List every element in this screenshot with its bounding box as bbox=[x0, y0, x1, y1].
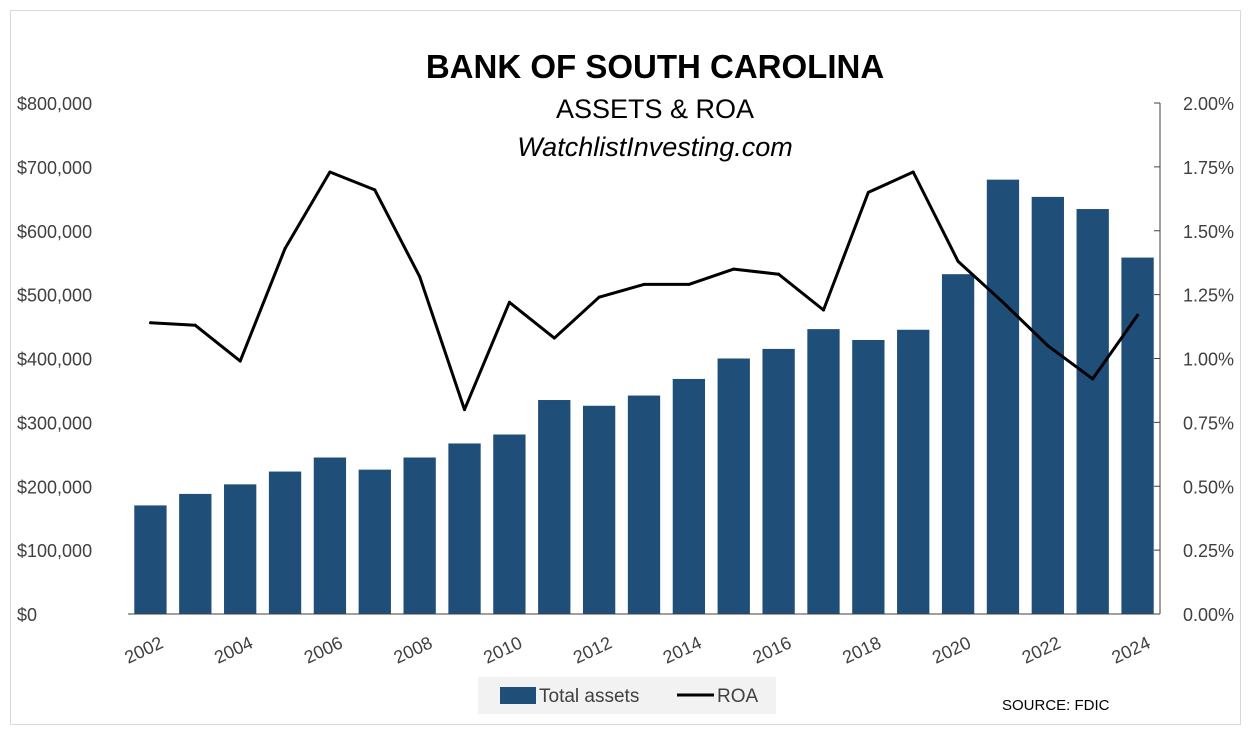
chart-frame bbox=[10, 10, 1241, 725]
roa-point-2005 bbox=[283, 247, 287, 251]
roa-point-2004 bbox=[238, 359, 242, 363]
roa-point-2006 bbox=[328, 170, 332, 174]
left-axis-tick-label: $200,000 bbox=[17, 477, 92, 497]
roa-point-2011 bbox=[552, 336, 556, 340]
bar-total-assets-2023 bbox=[1076, 209, 1109, 614]
bar-total-assets-2016 bbox=[762, 348, 795, 614]
right-axis-tick-label: 0.75% bbox=[1183, 413, 1234, 433]
roa-point-2022 bbox=[1046, 344, 1050, 348]
bar-total-assets-2009 bbox=[448, 443, 481, 614]
legend: Total assets ROA bbox=[478, 677, 776, 714]
roa-point-2003 bbox=[193, 323, 197, 327]
bar-total-assets-2012 bbox=[582, 405, 616, 614]
bar-total-assets-2014 bbox=[672, 378, 706, 614]
bar-series bbox=[134, 179, 1154, 615]
roa-point-2016 bbox=[777, 272, 781, 276]
right-axis-tick-label: 0.50% bbox=[1183, 477, 1234, 497]
x-axis: 2002 2004 2006 2008 2010 2012 2014 2016 2018 2020… bbox=[121, 613, 1160, 668]
bar-total-assets-2010 bbox=[493, 434, 526, 614]
legend-swatch-total-assets bbox=[500, 687, 536, 704]
left-axis-tick-label: $700,000 bbox=[17, 158, 92, 178]
bar-total-assets-2004 bbox=[224, 484, 257, 614]
x-axis-tick-label: 2020 bbox=[929, 633, 974, 668]
left-axis-tick-label: $500,000 bbox=[17, 286, 92, 306]
legend-label-total-assets: Total assets bbox=[539, 686, 639, 707]
roa-point-2013 bbox=[642, 282, 646, 286]
source-note: SOURCE: FDIC bbox=[1002, 697, 1110, 714]
x-axis-tick-label: 2012 bbox=[570, 633, 615, 668]
left-axis-tick-label: $300,000 bbox=[17, 413, 92, 433]
roa-point-2018 bbox=[866, 190, 870, 194]
roa-point-2008 bbox=[418, 275, 422, 279]
bar-total-assets-2003 bbox=[179, 493, 212, 614]
x-axis-tick-label: 2006 bbox=[301, 633, 346, 668]
bar-total-assets-2020 bbox=[941, 274, 975, 614]
left-axis-tick-label: $600,000 bbox=[17, 222, 92, 242]
chart-title: BANK OF SOUTH CAROLINA bbox=[426, 48, 884, 85]
bar-total-assets-2006 bbox=[313, 457, 347, 614]
bar-total-assets-2007 bbox=[358, 469, 391, 614]
roa-point-2014 bbox=[687, 282, 691, 286]
x-axis-tick-label: 2024 bbox=[1109, 633, 1154, 668]
bar-total-assets-2021 bbox=[986, 179, 1020, 614]
roa-point-2010 bbox=[507, 300, 511, 304]
line-series bbox=[148, 170, 1140, 412]
roa-point-2007 bbox=[373, 188, 377, 192]
left-axis-tick-label: $400,000 bbox=[17, 350, 92, 370]
x-axis-tick-label: 2022 bbox=[1019, 633, 1064, 668]
bar-total-assets-2022 bbox=[1031, 196, 1064, 615]
roa-point-2024 bbox=[1136, 313, 1140, 317]
bar-total-assets-2005 bbox=[268, 471, 302, 614]
right-axis-tick-label: 2.00% bbox=[1183, 94, 1234, 114]
bar-total-assets-2019 bbox=[897, 329, 930, 614]
x-axis-tick-label: 2010 bbox=[480, 633, 525, 668]
legend-label-roa: ROA bbox=[717, 686, 759, 707]
bar-total-assets-2017 bbox=[807, 329, 840, 614]
bar-total-assets-2018 bbox=[852, 339, 885, 614]
x-axis-tick-label: 2016 bbox=[750, 633, 795, 668]
bar-total-assets-2015 bbox=[717, 358, 750, 614]
roa-point-2019 bbox=[911, 170, 915, 174]
roa-point-2017 bbox=[821, 308, 825, 312]
x-axis-tick-label: 2002 bbox=[121, 633, 166, 668]
bar-total-assets-2002 bbox=[134, 505, 167, 614]
roa-point-2023 bbox=[1091, 377, 1095, 381]
right-axis: 0.00% 0.25% 0.50% 0.75% 1.00% 1.25% 1.50% 1.75%… bbox=[1154, 94, 1234, 625]
bar-total-assets-2008 bbox=[403, 457, 436, 614]
right-axis-tick-label: 0.00% bbox=[1183, 605, 1234, 625]
roa-point-2012 bbox=[597, 295, 601, 299]
chart-website: WatchlistInvesting.com bbox=[517, 132, 793, 162]
bar-total-assets-2013 bbox=[627, 395, 661, 614]
x-axis-tick-label: 2018 bbox=[839, 633, 884, 668]
roa-point-2002 bbox=[148, 321, 152, 325]
roa-point-2020 bbox=[956, 259, 960, 263]
roa-point-2009 bbox=[463, 408, 467, 412]
x-axis-tick-label: 2008 bbox=[391, 633, 436, 668]
bar-total-assets-2024 bbox=[1121, 257, 1154, 614]
roa-point-2015 bbox=[732, 267, 736, 271]
left-axis-tick-label: $800,000 bbox=[17, 94, 92, 114]
x-axis-tick-label: 2004 bbox=[211, 633, 256, 668]
bar-total-assets-2011 bbox=[538, 400, 571, 614]
right-axis-tick-label: 1.75% bbox=[1183, 158, 1234, 178]
right-axis-tick-label: 1.00% bbox=[1183, 350, 1234, 370]
right-axis-tick-label: 1.50% bbox=[1183, 222, 1234, 242]
left-axis: $0 $100,000 $200,000 $300,000 $400,000 $500,0… bbox=[17, 94, 92, 625]
right-axis-tick-label: 1.25% bbox=[1183, 286, 1234, 306]
right-axis-tick-label: 0.25% bbox=[1183, 541, 1234, 561]
roa-point-2021 bbox=[1001, 300, 1005, 304]
left-axis-tick-label: $0 bbox=[17, 605, 37, 625]
chart-subtitle: ASSETS & ROA bbox=[556, 94, 754, 124]
x-axis-tick-label: 2014 bbox=[660, 633, 705, 668]
left-axis-tick-label: $100,000 bbox=[17, 541, 92, 561]
